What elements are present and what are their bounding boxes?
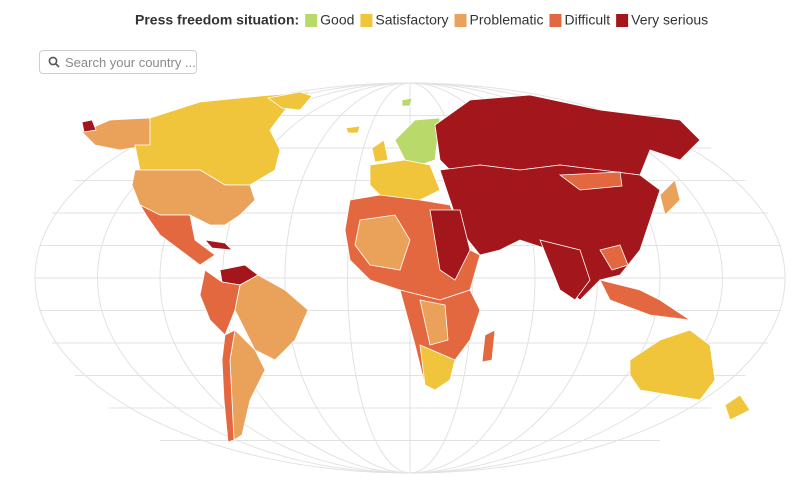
country-region[interactable] [558, 171, 623, 191]
legend-swatch [305, 14, 318, 27]
country-region[interactable] [439, 164, 661, 301]
search-placeholder: Search your country ... [65, 54, 196, 70]
country-region[interactable] [599, 244, 629, 271]
legend: Press freedom situation: Good Satisfactor… [135, 12, 708, 28]
country-region[interactable] [199, 269, 241, 336]
country-region[interactable] [138, 204, 216, 266]
country-region[interactable] [203, 239, 234, 251]
country-region[interactable] [81, 119, 97, 133]
legend-swatch [616, 14, 629, 27]
country-region[interactable] [401, 97, 413, 107]
legend-swatch [360, 14, 373, 27]
country-region[interactable] [371, 139, 389, 163]
search-icon [48, 56, 60, 68]
countries [81, 91, 751, 443]
legend-label: Difficult [564, 12, 610, 28]
country-region[interactable] [221, 329, 236, 443]
legend-title: Press freedom situation: [135, 12, 299, 28]
country-region[interactable] [539, 239, 591, 301]
country-region[interactable] [354, 214, 411, 271]
country-region[interactable] [434, 94, 701, 176]
country-region[interactable] [394, 117, 441, 166]
legend-swatch [454, 14, 467, 27]
search-box[interactable]: Search your country ... [39, 50, 197, 74]
country-region[interactable] [429, 209, 471, 281]
country-region[interactable] [659, 179, 681, 216]
country-region[interactable] [599, 279, 691, 321]
country-region[interactable] [234, 274, 309, 361]
country-region[interactable] [345, 125, 361, 134]
country-region[interactable] [419, 344, 456, 391]
legend-label: Good [320, 12, 354, 28]
legend-swatch [549, 14, 562, 27]
legend-label: Satisfactory [375, 12, 448, 28]
country-region[interactable] [369, 159, 441, 201]
country-region[interactable] [419, 299, 449, 346]
legend-label: Very serious [631, 12, 708, 28]
country-region[interactable] [134, 91, 312, 186]
legend-label: Problematic [470, 12, 544, 28]
country-region[interactable] [724, 394, 751, 421]
country-region[interactable] [629, 329, 716, 401]
country-region[interactable] [481, 329, 496, 363]
country-region[interactable] [267, 91, 313, 111]
